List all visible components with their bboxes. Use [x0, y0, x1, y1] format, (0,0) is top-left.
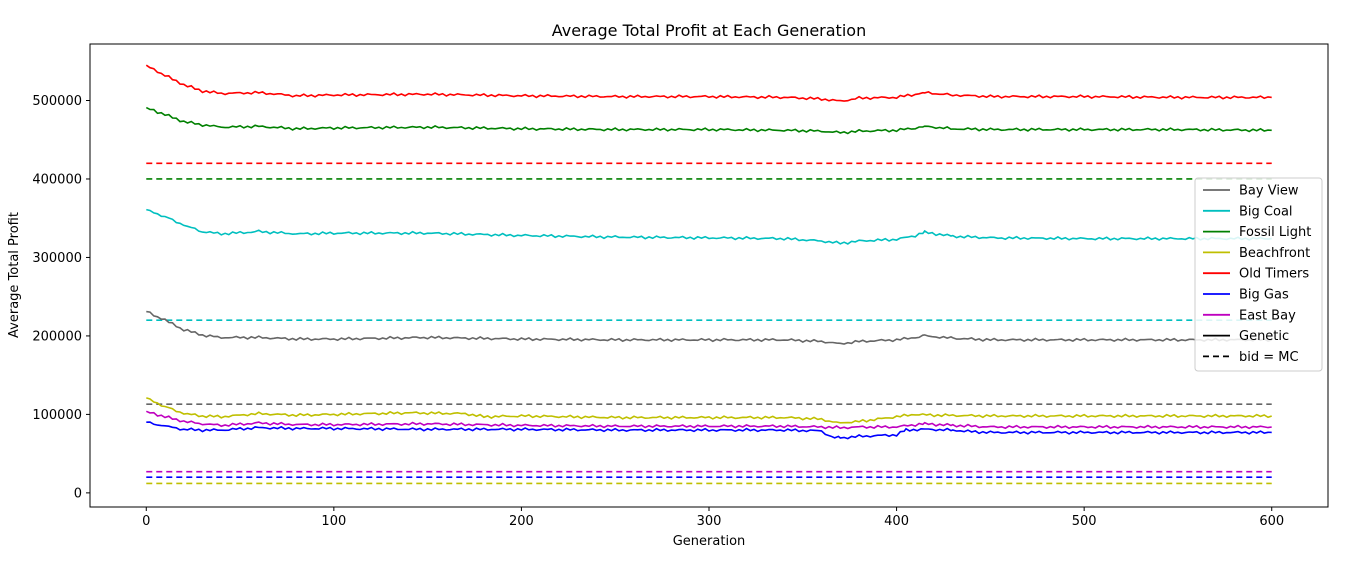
x-axis-label: Generation [673, 534, 746, 549]
legend-label-big-gas: Big Gas [1239, 288, 1289, 303]
series-layer [145, 64, 1272, 485]
legend-label-big-coal: Big Coal [1239, 204, 1293, 219]
series-line-old-timers-genetic [145, 64, 1272, 102]
y-axis: 0 100000 200000 300000 400000 500000 [32, 94, 90, 501]
legend-box [1194, 177, 1323, 372]
series-line-fossil-light-genetic [145, 106, 1272, 135]
legend-label-east-bay: East Bay [1239, 308, 1296, 323]
x-tick-label: 600 [1259, 514, 1284, 529]
legend-label-fossil-light: Fossil Light [1239, 225, 1311, 240]
legend-label-bay-view: Bay View [1239, 184, 1299, 199]
x-tick-label: 400 [884, 514, 909, 529]
legend-label-genetic: Genetic [1239, 329, 1289, 344]
legend-label-beachfront: Beachfront [1239, 246, 1310, 261]
x-tick-label: 0 [142, 514, 150, 529]
x-axis: 0 100 200 300 400 500 600 [142, 507, 1284, 529]
y-tick-label: 0 [74, 486, 82, 501]
series-line-big-gas-genetic [146, 421, 1272, 440]
series-line-big-coal-genetic [146, 208, 1272, 245]
y-tick-label: 100000 [32, 408, 82, 423]
series-line-east-bay-genetic [145, 410, 1272, 430]
legend-label-old-timers: Old Timers [1239, 267, 1309, 282]
x-tick-label: 500 [1072, 514, 1097, 529]
series-line-bay-view-genetic [146, 310, 1272, 345]
y-tick-label: 500000 [32, 94, 82, 109]
legend: Bay View Big Coal Fossil Light Beachfront Ol… [1194, 177, 1323, 372]
x-tick-label: 200 [509, 514, 534, 529]
y-axis-label: Average Total Profit [7, 212, 22, 338]
series-line-beachfront-genetic [146, 397, 1272, 424]
y-tick-label: 200000 [32, 329, 82, 344]
y-tick-label: 400000 [32, 172, 82, 187]
legend-label-bid-mc: bid = MC [1239, 350, 1299, 365]
y-tick-label: 300000 [32, 251, 82, 266]
x-tick-label: 100 [321, 514, 346, 529]
x-tick-label: 300 [697, 514, 722, 529]
chart-title: Average Total Profit at Each Generation [552, 21, 866, 40]
